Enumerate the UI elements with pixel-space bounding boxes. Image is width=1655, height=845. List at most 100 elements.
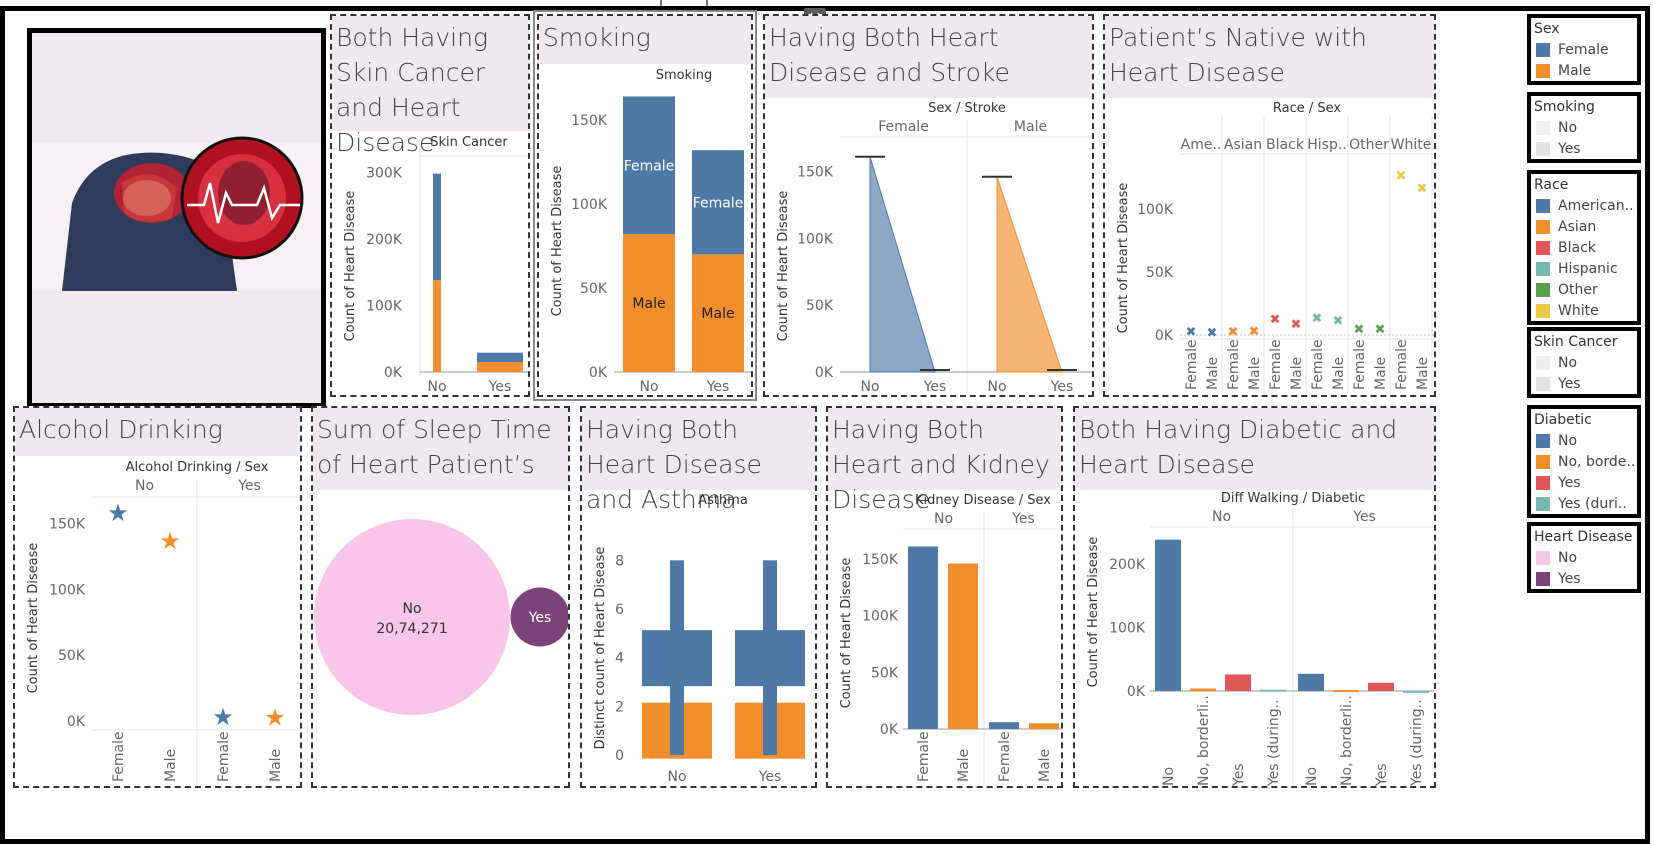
y-axis-label: Count of Heart Disease [1116,183,1131,334]
x-tick-label: Yes (during.. [1266,699,1282,787]
group-label: Yes [1352,509,1376,525]
scatter-point: ✖ [1270,313,1281,328]
y-tick-label: 0K [589,365,608,381]
legend-label: No [1558,432,1578,449]
sheet-title: Both Having Skin Cancer and Heart Diseas… [332,16,528,157]
legend-item[interactable]: Yes [1531,568,1637,589]
legend-label: Hispanic [1558,260,1618,277]
bar [989,722,1019,729]
legend-item[interactable]: No [1531,117,1637,138]
x-tick-label: Male [1247,357,1263,390]
kidney-sheet[interactable]: Having Both Heart and Kidney Disease Kid… [826,406,1063,788]
smoking-sheet[interactable]: Smoking Smoking 0K 50K 100K 150K Count of Hea… [533,10,757,401]
x-tick-label: Female [1310,339,1326,390]
legend-diabetic[interactable]: Diabetic No No, borde.. Yes Yes (duri.. [1527,405,1641,518]
asthma-sheet[interactable]: Having Both Heart Disease and Asthma Ast… [580,406,817,788]
x-tick-label: Yes [758,769,782,785]
bar [1298,673,1324,691]
legend-swatch [1536,496,1550,511]
skin-cancer-chart: Skin Cancer 0K 100K 200K 300K Count of Heart … [343,135,528,395]
bar-segment [692,150,744,255]
column-header: Skin Cancer [430,135,508,150]
alcohol-sheet[interactable]: Alcohol Drinking Alcohol Drinking / Sex N… [13,406,302,788]
bubble-value: 20,74,271 [376,621,447,637]
y-tick-label: 200K [1109,557,1146,573]
legend-item[interactable]: No [1531,430,1637,451]
y-tick-label: 100K [366,298,403,314]
legend-label: Asian [1558,218,1597,235]
diabetic-sheet[interactable]: Both Having Diabetic and Heart Disease D… [1073,406,1436,788]
race-sheet[interactable]: Patient’s Native with Heart Disease Race… [1103,14,1436,397]
bar [1403,690,1429,693]
y-tick-label: 50K [58,648,86,664]
sleep-sheet[interactable]: Sum of Sleep Time of Heart Patient’s No 2… [311,406,570,788]
bar [908,546,938,729]
y-tick-label: 4 [615,651,624,667]
legend-item[interactable]: Female [1531,39,1637,60]
stroke-sheet[interactable]: Having Both Heart Disease and Stroke Sex… [763,14,1094,397]
skin-cancer-sheet[interactable]: Both Having Skin Cancer and Heart Diseas… [330,14,530,397]
legend-sex[interactable]: Sex Female Male [1527,14,1641,85]
y-tick-label: 0K [384,365,403,381]
scatter-point: ✖ [1396,169,1407,184]
legend-label: No [1558,119,1578,136]
legend-item[interactable]: Yes [1531,472,1637,493]
x-tick-label: Yes (during.. [1409,699,1425,787]
legend-swatch [1536,376,1550,391]
x-tick-label: No [1304,767,1320,786]
legend-item[interactable]: No [1531,547,1637,568]
scatter-point: ✖ [1375,323,1386,338]
bar-segment [477,352,523,363]
bar [1155,539,1181,691]
smoking-chart: Smoking 0K 50K 100K 150K Count of Heart Disea… [550,68,751,395]
y-tick-label: 50K [580,281,608,297]
legend-item[interactable]: Hispanic [1531,258,1637,279]
x-tick-label: Female [111,731,127,782]
legend-label: Yes [1558,474,1581,491]
legend-item[interactable]: Black [1531,237,1637,258]
scatter-point: ✖ [1333,314,1344,329]
x-tick-label: Male [1373,357,1389,390]
legend-item[interactable]: Yes [1531,373,1637,394]
legend-label: Yes (duri.. [1558,495,1627,512]
bar-segment [477,362,523,372]
legend-swatch [1536,120,1550,135]
y-tick-label: 150K [797,164,834,180]
x-tick-label: Yes [1050,379,1074,395]
legend-item[interactable]: Yes [1531,138,1637,159]
y-tick-label: 8 [615,553,624,569]
legend-label: White [1558,302,1599,319]
group-label: No [1212,509,1231,525]
x-tick-label: Male [163,749,179,782]
legend-item[interactable]: White [1531,300,1637,321]
legend-label: Female [1558,41,1609,58]
legend-item[interactable]: No, borde.. [1531,451,1637,472]
x-tick-label: No [1161,767,1177,786]
group-label: Hisp.. [1307,137,1347,153]
scatter-point: ✖ [1291,318,1302,333]
x-tick-label: No [667,769,686,785]
legend-item[interactable]: Other [1531,279,1637,300]
column-header: Alcohol Drinking / Sex [126,460,269,475]
legend-item[interactable]: Asian [1531,216,1637,237]
scatter-point: ✖ [1312,311,1323,326]
race-chart: Race / Sex Ame.. Asian Black Hisp.. Other Whit… [1116,101,1434,395]
legend-smoking[interactable]: Smoking No Yes [1527,92,1641,163]
legend-item[interactable]: American.. [1531,195,1637,216]
legend-skin-cancer[interactable]: Skin Cancer No Yes [1527,327,1641,398]
legend-heart-disease[interactable]: Heart Disease No Yes [1527,522,1641,593]
legend-item[interactable]: No [1531,352,1637,373]
y-tick-label: 150K [571,113,608,129]
y-tick-label: 50K [806,298,834,314]
scatter-point: ✖ [1354,323,1365,338]
group-label: Yes [237,478,261,494]
area-shape [869,156,936,373]
column-header: Diff Walking / Diabetic [1221,491,1365,506]
legend-race[interactable]: Race American.. Asian Black Hispanic Other Whi… [1527,170,1641,325]
legend-item[interactable]: Yes (duri.. [1531,493,1637,514]
sheet-title: Alcohol Drinking [15,408,300,456]
star-point: ★ [107,499,129,527]
legend-swatch [1536,219,1550,234]
legend-item[interactable]: Male [1531,60,1637,81]
group-label: Black [1266,137,1305,153]
